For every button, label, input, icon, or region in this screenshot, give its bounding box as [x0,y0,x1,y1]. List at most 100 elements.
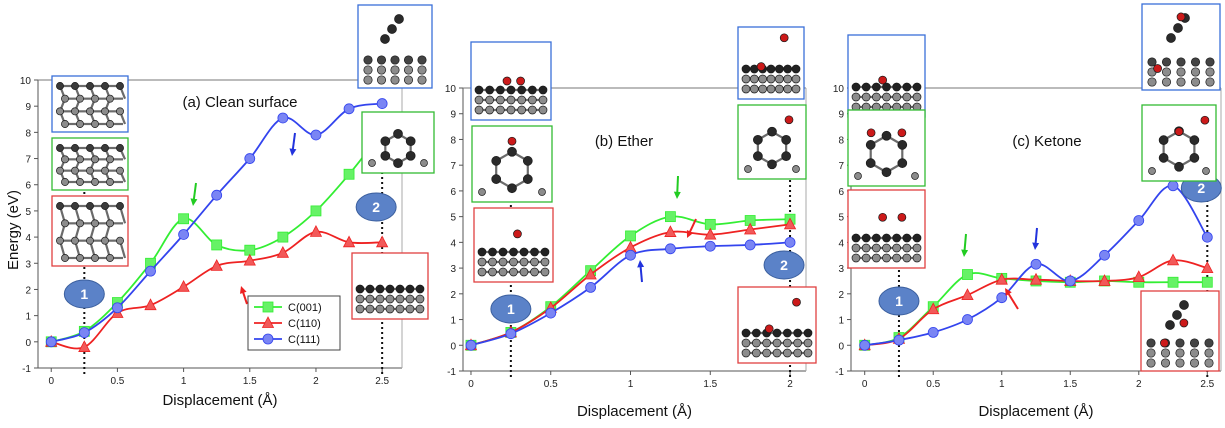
legend-marker [262,333,274,345]
x-tick-label: 2.5 [1200,379,1214,390]
carbon-atom [791,84,801,94]
carbon-atom [363,55,373,65]
legend-label: C(001) [288,302,322,314]
x-tick-label: 2 [313,376,319,387]
data-point-c111 [1133,215,1145,226]
data-point-c001 [178,213,190,225]
carbon-atom [86,82,94,90]
carbon-atom [393,158,403,168]
carbon-atom [1205,67,1215,77]
carbon-atom [519,257,529,267]
y-tick-label: 9 [450,110,456,121]
config-badge-2-label: 2 [780,257,788,273]
carbon-atom [851,253,861,263]
carbon-atom [61,120,69,128]
arrow-c111-a-head [289,148,297,156]
carbon-atom [376,75,387,85]
data-point-c110 [210,259,223,271]
carbon-atom [783,84,793,94]
structure-c-c111-final [1141,3,1221,91]
carbon-atom [881,130,892,141]
y-tick-label: 2 [838,290,844,301]
carbon-atom [530,247,539,257]
data-point-c111 [112,302,123,314]
structure-c-c111-initial [847,34,926,118]
carbon-atom [854,172,862,180]
arrow-c110-b-head [686,230,694,238]
carbon-atom [517,95,527,105]
y-tick-label: 0 [838,341,844,352]
data-point-c111 [78,327,90,339]
annotation-arrows [190,132,1040,310]
config-badge-1-label: 1 [80,286,88,302]
carbon-atom [385,294,395,304]
structure-a-c001-final [361,111,435,174]
carbon-atom [1176,67,1186,77]
carbon-atom [892,233,902,243]
carbon-atom [106,254,114,262]
carbon-atom [56,107,64,116]
carbon-atom [1189,358,1200,368]
carbon-atom [485,85,495,95]
data-point-c110 [276,245,290,258]
carbon-atom [375,304,385,314]
carbon-atom [1202,167,1210,175]
carbon-atom [387,24,397,34]
data-point-c110 [1201,261,1214,273]
data-point-c111 [211,189,223,201]
data-point-c001 [625,230,636,242]
carbon-atom [507,146,517,157]
data-point-c111 [310,129,322,141]
x-tick-label: 1 [181,376,187,387]
carbon-atom [1161,67,1172,77]
carbon-atom [355,284,365,294]
y-tick-label: 6 [838,187,844,198]
carbon-atom [86,236,94,245]
carbon-atom [902,82,912,92]
carbon-atom [417,65,427,75]
carbon-atom [91,219,99,228]
carbon-atom [1190,57,1201,67]
data-point-c110 [584,267,597,280]
data-point-c110 [961,288,974,301]
carbon-atom [912,243,922,253]
oxygen-atom [1200,115,1210,125]
carbon-atom [56,166,64,175]
y-tick-label: 6 [450,187,456,198]
oxygen-atom [1160,338,1169,348]
carbon-atom [1147,57,1157,67]
data-point-c110 [664,225,677,237]
carbon-atom [871,233,881,243]
carbon-atom [101,166,109,175]
carbon-atom [861,253,871,263]
arrow-c110-a-head [239,286,247,294]
y-tick-label: 5 [25,207,31,218]
oxygen-atom [784,115,794,125]
y-tick-label: 7 [838,161,844,172]
carbon-atom [791,74,801,84]
carbon-atom [519,247,529,257]
carbon-atom [782,338,792,348]
carbon-atom [882,82,891,92]
carbon-atom [477,267,487,277]
carbon-atom [415,304,425,314]
carbon-atom [363,75,373,85]
data-point-c110 [177,279,190,292]
carbon-atom [403,55,414,65]
data-point-c111 [505,328,517,340]
data-point-c001 [1201,276,1213,288]
data-point-c110 [375,235,389,248]
arrow-c001-b-head [673,191,681,199]
carbon-atom [1204,338,1214,348]
oxygen-atom [792,297,801,307]
data-point-c111 [744,239,756,251]
carbon-atom [61,155,69,164]
data-point-c001 [664,211,676,223]
carbon-atom [792,165,800,173]
carbon-atom [1147,77,1157,87]
carbon-atom [403,75,414,85]
structure-a-c111-initial [51,75,129,133]
carbon-atom [522,174,533,184]
carbon-atom [380,34,390,44]
carbon-atom [803,338,813,348]
